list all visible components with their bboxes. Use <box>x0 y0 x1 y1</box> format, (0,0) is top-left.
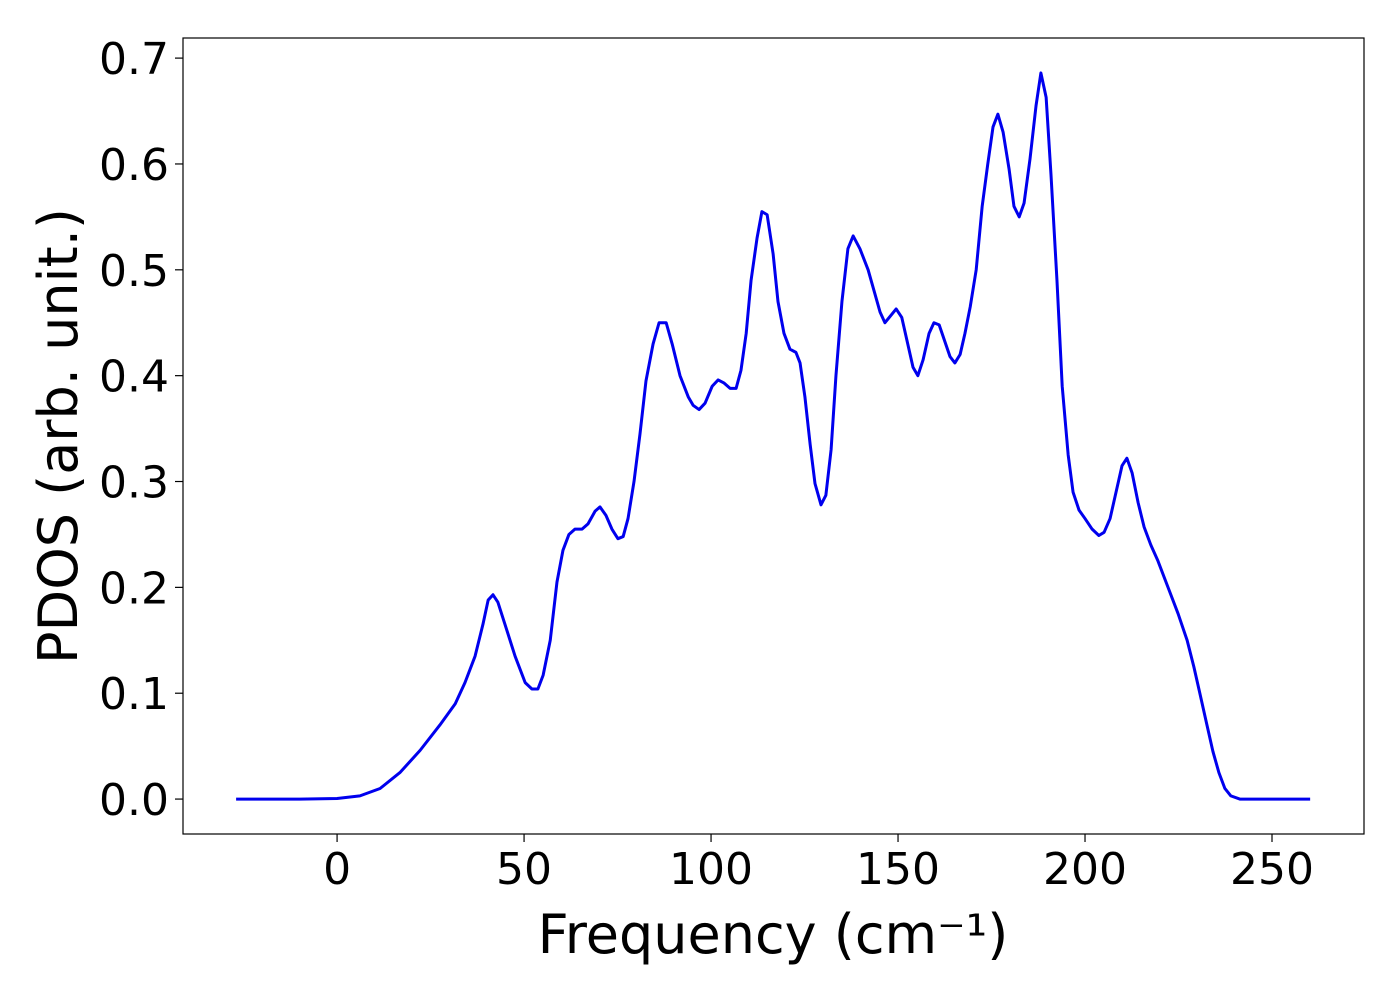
y-tick-label: 0.3 <box>99 458 169 509</box>
y-tick-label: 0.7 <box>99 34 169 85</box>
y-tick-label: 0.0 <box>99 775 169 826</box>
line-series <box>236 71 1311 801</box>
x-tick-label: 200 <box>1043 844 1127 895</box>
x-tick-label: 250 <box>1230 844 1314 895</box>
x-axis-label: Frequency (cm⁻¹) <box>538 903 1009 966</box>
x-tick-label: 0 <box>323 844 351 895</box>
y-tick-label: 0.5 <box>99 246 169 297</box>
y-axis-label: PDOS (arb. unit.) <box>27 208 90 664</box>
x-tick-label: 100 <box>669 844 753 895</box>
y-tick-label: 0.1 <box>99 669 169 720</box>
y-tick-label: 0.4 <box>99 352 169 403</box>
y-tick-label: 0.6 <box>99 140 169 191</box>
plot-frame <box>182 37 1365 835</box>
x-tick-label: 50 <box>496 844 552 895</box>
y-tick-label: 0.2 <box>99 563 169 614</box>
x-tick-label: 150 <box>856 844 940 895</box>
